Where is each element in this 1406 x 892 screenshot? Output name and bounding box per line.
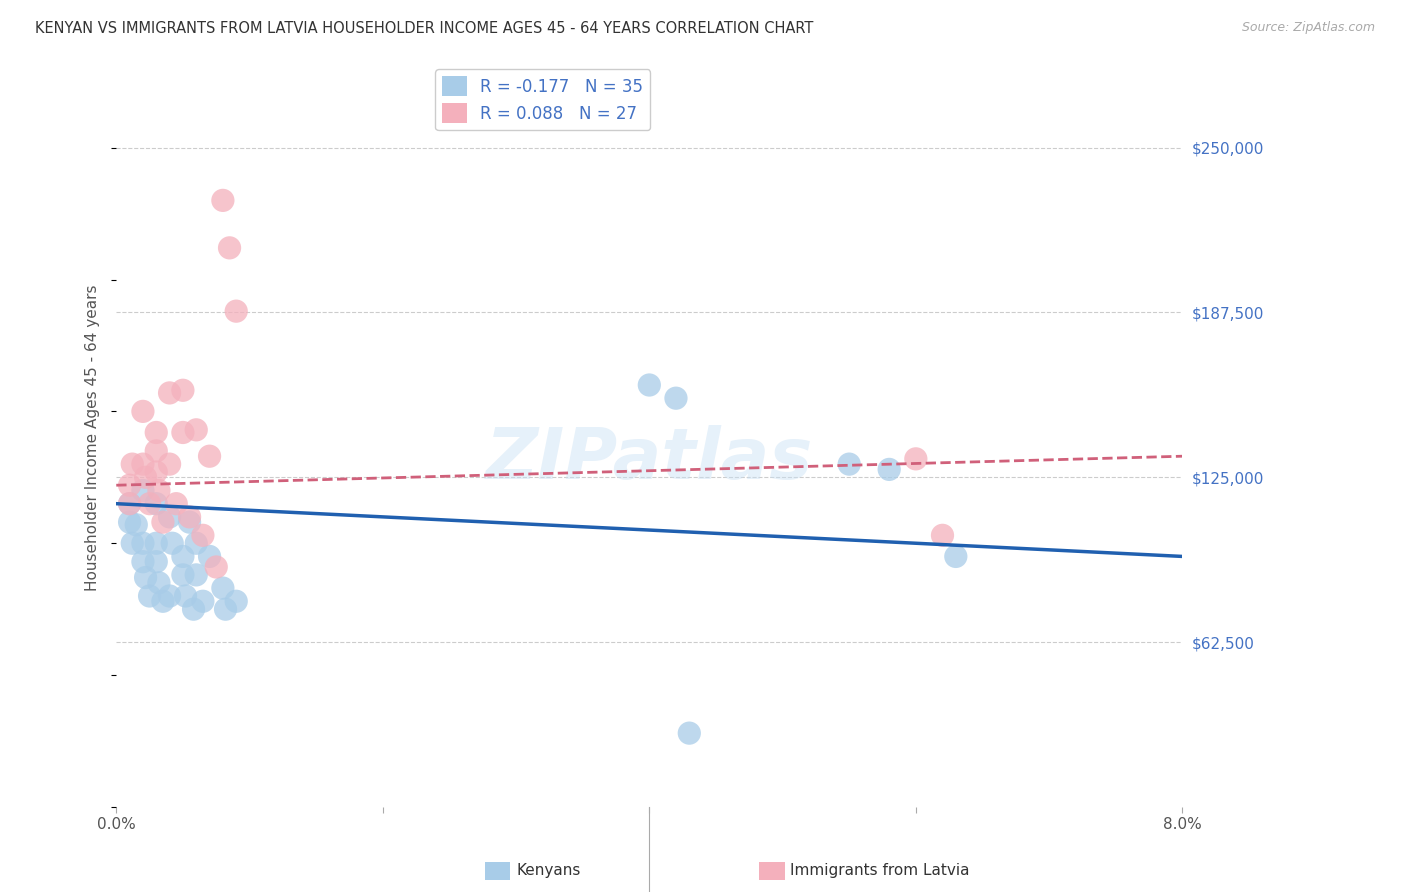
Point (191, 594, 214, 608)
Point (132, 536, 155, 550)
Point (118, 478, 141, 492)
Point (145, 497, 167, 511)
Point (931, 528, 953, 542)
Y-axis label: Householder Income Ages 45 - 64 years: Householder Income Ages 45 - 64 years (86, 285, 100, 591)
Point (179, 509, 201, 524)
Point (205, 560, 228, 574)
Text: Source: ZipAtlas.com: Source: ZipAtlas.com (1241, 21, 1375, 34)
Text: Immigrants from Latvia: Immigrants from Latvia (790, 863, 970, 878)
Point (135, 570, 157, 584)
Point (877, 462, 900, 476)
Point (132, 457, 155, 471)
Point (132, 483, 155, 498)
Point (186, 423, 208, 437)
Point (165, 497, 187, 511)
Point (838, 457, 860, 471)
Point (159, 457, 181, 471)
Point (159, 509, 181, 524)
Point (665, 391, 688, 405)
Point (179, 515, 201, 529)
Point (118, 497, 141, 511)
Point (121, 536, 143, 550)
Point (145, 536, 167, 550)
Point (172, 425, 194, 440)
Point (225, 304, 247, 318)
Point (225, 594, 247, 608)
Text: KENYAN VS IMMIGRANTS FROM LATVIA HOUSEHOLDER INCOME AGES 45 - 64 YEARS CORRELATI: KENYAN VS IMMIGRANTS FROM LATVIA HOUSEHO… (35, 21, 814, 36)
Point (159, 385, 181, 400)
Point (152, 594, 174, 608)
Point (186, 536, 208, 550)
Point (145, 555, 167, 569)
Point (145, 444, 167, 458)
Point (183, 602, 205, 616)
Legend: R = -0.177   N = 35, R = 0.088   N = 27: R = -0.177 N = 35, R = 0.088 N = 27 (436, 70, 650, 130)
Point (138, 589, 160, 603)
Point (132, 555, 155, 569)
Point (138, 497, 160, 511)
Point (212, 194, 235, 208)
Point (638, 378, 661, 392)
Point (121, 457, 143, 471)
Point (198, 449, 221, 463)
Point (118, 515, 141, 529)
Point (191, 528, 214, 542)
Point (145, 425, 167, 440)
Point (125, 517, 148, 532)
Point (145, 465, 167, 479)
Point (186, 568, 208, 582)
Point (148, 483, 170, 498)
Point (945, 549, 967, 564)
Text: ZIPatlas: ZIPatlas (485, 425, 813, 494)
Point (214, 602, 236, 616)
Point (198, 549, 221, 564)
Point (678, 726, 700, 740)
Point (135, 470, 157, 484)
Point (212, 581, 235, 595)
Point (174, 589, 197, 603)
Point (172, 568, 194, 582)
Point (152, 515, 174, 529)
Point (132, 404, 155, 418)
Point (148, 575, 170, 590)
Point (172, 549, 194, 564)
Point (118, 497, 141, 511)
Point (172, 384, 194, 398)
Point (218, 241, 240, 255)
Text: Kenyans: Kenyans (516, 863, 581, 878)
Point (904, 451, 927, 466)
Point (162, 536, 184, 550)
Point (159, 589, 181, 603)
